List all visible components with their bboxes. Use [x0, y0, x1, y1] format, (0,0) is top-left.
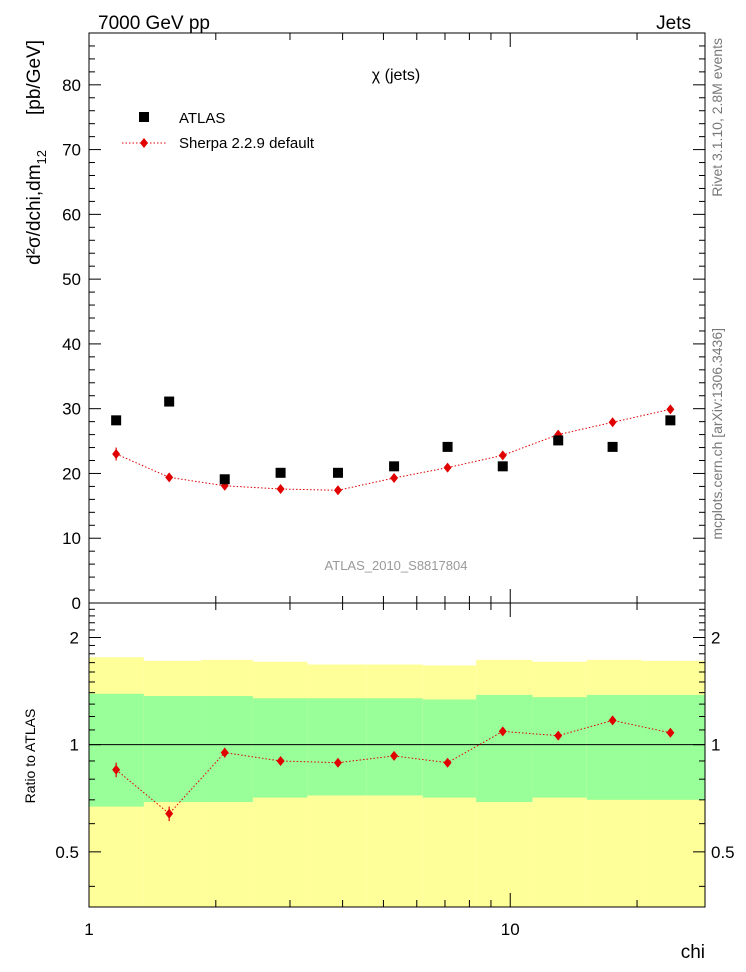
atlas-point: [332, 467, 343, 478]
main-y-tick-label: 40: [62, 335, 81, 354]
green-band-bin: [641, 694, 705, 800]
sherpa-point: [333, 485, 342, 496]
rivet-label: Rivet 3.1.10, 2.8M events: [709, 38, 725, 197]
sherpa-point: [276, 484, 285, 494]
green-band-bin: [586, 694, 642, 800]
ratio-panel-axes: 1 10 0.5 0.5 1 1 2 2: [55, 602, 735, 939]
atlas-point: [111, 415, 122, 426]
ratio-panel-series: [112, 715, 675, 822]
sherpa-point: [443, 462, 452, 473]
ratio-y-tick-label-left: 2: [70, 629, 79, 648]
atlas-point: [219, 474, 230, 485]
ratio-point: [112, 764, 121, 775]
green-band-bin: [89, 693, 144, 807]
green-band-bin: [143, 696, 202, 803]
atlas-point: [275, 467, 286, 478]
ratio-point: [608, 715, 617, 726]
main-y-tick-label: 60: [62, 205, 81, 224]
ratio-point: [276, 755, 285, 766]
green-band-bin: [252, 698, 308, 798]
ratio-y-tick-label-right: 2: [711, 629, 720, 648]
ratio-y-tick-label-right: 1: [711, 736, 720, 755]
ratio-point: [220, 747, 229, 758]
main-y-axis-label: [pb/GeV]: [24, 40, 45, 115]
x-axis-label: chi: [681, 942, 705, 963]
green-band-bin: [476, 694, 533, 803]
ratio-point: [390, 750, 399, 761]
sherpa-point: [608, 417, 617, 428]
main-y-tick-label: 50: [62, 270, 81, 289]
ratio-y-axis-label: Ratio to ATLAS: [22, 709, 38, 804]
ratio-point: [498, 726, 507, 737]
main-y-tick-label: 80: [62, 76, 81, 95]
main-y-axis-label-core: d²σ/dchi,dm12: [24, 150, 49, 265]
legend: ATLAS Sherpa 2.2.9 default: [122, 110, 315, 152]
legend-sherpa-label: Sherpa 2.2.9 default: [179, 135, 315, 152]
main-y-tick-label: 30: [62, 400, 81, 419]
header-left: 7000 GeV pp: [98, 13, 210, 34]
sherpa-point: [112, 449, 121, 460]
main-panel-series: [111, 396, 676, 496]
x-tick-label: 1: [84, 920, 93, 939]
atlas-point: [442, 441, 453, 452]
ratio-y-tick-label-left: 1: [70, 736, 79, 755]
sherpa-point: [165, 472, 174, 483]
ratio-point: [333, 757, 342, 768]
ratio-panel-background: [89, 657, 705, 907]
x-tick-label: 10: [501, 920, 520, 939]
main-y-tick-label: 20: [62, 464, 81, 483]
green-band-bin: [532, 697, 587, 798]
atlas-point: [164, 396, 175, 407]
ratio-y-tick-label-right: 0.5: [711, 843, 735, 862]
sherpa-point: [666, 404, 675, 415]
main-y-tick-label: 0: [72, 594, 81, 613]
legend-sherpa-marker: [140, 138, 148, 148]
mcplots-label: mcplots.cern.ch [arXiv:1306.3436]: [709, 328, 725, 540]
green-band-bin: [307, 698, 367, 796]
main-y-tick-label: 70: [62, 141, 81, 160]
ratio-point: [666, 727, 675, 738]
sherpa-point: [498, 450, 507, 461]
ratio-line: [115, 719, 671, 815]
atlas-point: [389, 461, 400, 472]
ratio-point: [443, 757, 452, 768]
green-band-bin: [201, 696, 253, 803]
atlas-point: [665, 415, 676, 426]
atlas-point: [607, 441, 618, 452]
main-panel-axes: 0 10 20 30 40 50 60 70 80: [62, 32, 706, 613]
legend-atlas-label: ATLAS: [179, 110, 225, 127]
green-band-bin: [422, 699, 477, 798]
ratio-frame: [88, 602, 706, 908]
sherpa-point: [390, 472, 399, 483]
header-right: Jets: [656, 13, 691, 34]
green-band-bin: [366, 698, 423, 796]
atlas-point: [497, 461, 508, 472]
ratio-y-tick-label-left: 0.5: [55, 843, 79, 862]
main-y-tick-label: 10: [62, 529, 81, 548]
atlas-point: [553, 435, 564, 446]
main-title: χ (jets): [372, 67, 420, 84]
ratio-point: [165, 808, 174, 819]
ratio-point: [554, 730, 563, 741]
legend-atlas-marker: [139, 112, 149, 122]
watermark: ATLAS_2010_S8817804: [325, 558, 468, 573]
